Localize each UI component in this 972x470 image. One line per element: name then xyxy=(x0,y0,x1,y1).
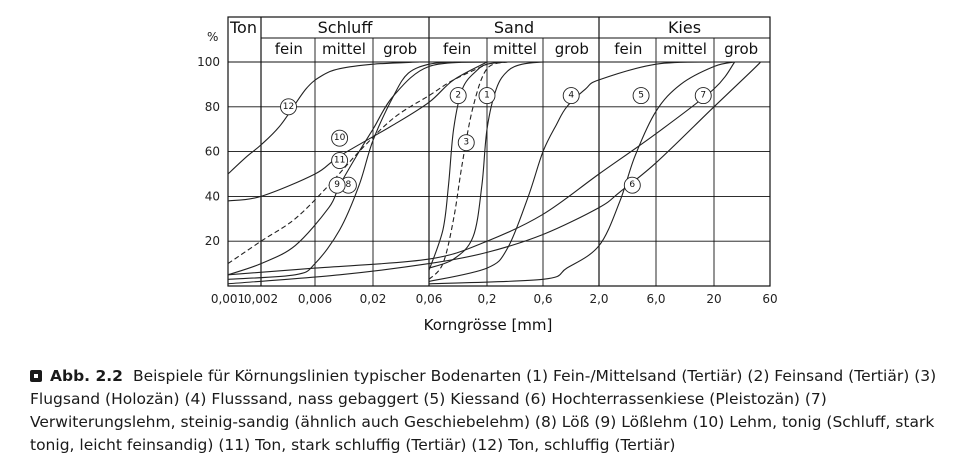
curve-marker-circle xyxy=(562,87,580,105)
curve-marker-12: 12 xyxy=(280,98,297,116)
curve-7 xyxy=(227,61,736,276)
x-tick-label: 60 xyxy=(762,292,777,306)
x-tick-label: 0,006 xyxy=(298,292,332,306)
x-tick-label: 0,02 xyxy=(360,292,387,306)
header-sub-label: fein xyxy=(614,40,642,58)
curve-marker-circle xyxy=(328,176,346,194)
curve-4 xyxy=(428,61,715,283)
curve-marker-circle xyxy=(478,87,496,105)
x-tick-label: 2,0 xyxy=(589,292,608,306)
header-sub-label: grob xyxy=(555,40,589,58)
grain-size-chart: Ton Schluff fein mittel grob Sand fein mittel gr… xyxy=(197,16,778,334)
figure-caption: Abb. 2.2 Beispiele für Körnungslinien typ… xyxy=(30,365,960,457)
header-sub-label: grob xyxy=(383,40,417,58)
curve-marker-circle xyxy=(694,87,712,105)
curve-2 xyxy=(428,61,508,271)
header-sub-label: fein xyxy=(275,40,303,58)
curve-marker-label: 3 xyxy=(463,138,469,148)
header-sub-label: fein xyxy=(443,40,471,58)
curve-marker-circle xyxy=(632,87,650,105)
x-tick-label: 0,001 xyxy=(211,292,245,306)
y-axis-unit: % xyxy=(207,30,218,44)
header-group-label: Schluff xyxy=(318,18,374,37)
curve-marker-label: 7 xyxy=(700,91,706,101)
curve-marker-label: 9 xyxy=(334,180,340,190)
curve-3 xyxy=(428,61,508,280)
curve-marker-1: 1 xyxy=(478,87,496,105)
header-sub-label: mittel xyxy=(322,40,366,58)
curve-marker-circle xyxy=(449,87,467,105)
curve-marker-10: 10 xyxy=(331,129,349,147)
curve-marker-circle xyxy=(280,98,297,116)
header-sub-label: grob xyxy=(724,40,758,58)
curve-marker-label: 10 xyxy=(334,133,346,143)
curve-marker-5: 5 xyxy=(632,87,650,105)
figure-label: Abb. 2.2 xyxy=(50,367,123,385)
curve-8 xyxy=(227,61,454,280)
header-sub-label: mittel xyxy=(663,40,707,58)
curve-marker-6: 6 xyxy=(623,176,641,194)
curve-marker-circle xyxy=(331,152,349,170)
curve-marker-label: 4 xyxy=(568,91,574,101)
x-tick-label: 0,2 xyxy=(477,292,496,306)
x-tick-label: 0,002 xyxy=(244,292,278,306)
header-group-label: Kies xyxy=(668,18,701,37)
x-tick-label: 20 xyxy=(706,292,721,306)
curve-marker-11: 11 xyxy=(331,152,349,170)
curve-marker-2: 2 xyxy=(449,87,467,105)
y-tick-label: 40 xyxy=(205,189,220,203)
x-tick-label: 6,0 xyxy=(646,292,665,306)
curve-marker-label: 6 xyxy=(629,180,635,190)
curve-9 xyxy=(227,61,488,276)
curve-10 xyxy=(227,63,488,265)
curve-marker-4: 4 xyxy=(562,87,580,105)
curve-marker-label: 1 xyxy=(484,91,490,101)
curve-5 xyxy=(428,61,735,285)
curves xyxy=(227,61,762,285)
y-tick-label: 20 xyxy=(205,234,220,248)
header-group-label: Ton xyxy=(229,18,257,37)
curve-marker-3: 3 xyxy=(457,134,475,152)
curve-12 xyxy=(227,61,420,175)
curve-1 xyxy=(428,61,544,269)
x-tick-label: 0,06 xyxy=(416,292,443,306)
header-group-label: Sand xyxy=(494,18,534,37)
curve-marker-label: 11 xyxy=(334,156,345,166)
curve-marker-label: 2 xyxy=(455,91,461,101)
curve-marker-circle xyxy=(623,176,641,194)
y-tick-label: 80 xyxy=(205,100,220,114)
curve-marker-circle xyxy=(457,134,475,152)
figure-caption-text: Beispiele für Körnungslinien typischer B… xyxy=(30,367,937,454)
curve-marker-circle xyxy=(331,129,349,147)
figure-square-icon xyxy=(30,370,42,382)
curve-marker-7: 7 xyxy=(694,87,712,105)
y-tick-label: 100 xyxy=(197,55,220,69)
curve-marker-label: 5 xyxy=(638,91,644,101)
soil-class-header: Ton Schluff fein mittel grob Sand fein mittel gr… xyxy=(229,18,758,58)
x-tick-label: 0,6 xyxy=(533,292,552,306)
grid-layer xyxy=(227,16,771,287)
curve-marker-9: 9 xyxy=(328,176,346,194)
x-axis-title: Korngrösse [mm] xyxy=(424,316,553,334)
curve-6 xyxy=(227,61,762,285)
curve-marker-label: 8 xyxy=(346,180,352,190)
y-tick-label: 60 xyxy=(205,145,220,159)
curve-marker-label: 12 xyxy=(283,102,294,112)
curve-11 xyxy=(227,61,488,202)
header-sub-label: mittel xyxy=(493,40,537,58)
